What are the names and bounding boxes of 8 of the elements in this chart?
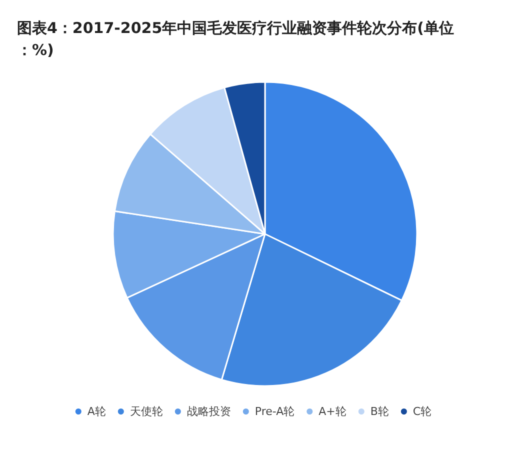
legend-label: Pre-A轮 [254, 405, 295, 418]
legend-label: C轮 [412, 405, 432, 418]
legend-label: 天使轮 [130, 405, 163, 418]
legend-label: 战略投资 [186, 405, 231, 418]
legend-label: A+轮 [318, 405, 346, 418]
legend-label: B轮 [370, 405, 389, 418]
legend-label: A轮 [87, 405, 106, 418]
chart-title: 图表4：2017-2025年中国毛发医疗行业融资事件轮次分布(单位：%) [17, 19, 454, 59]
